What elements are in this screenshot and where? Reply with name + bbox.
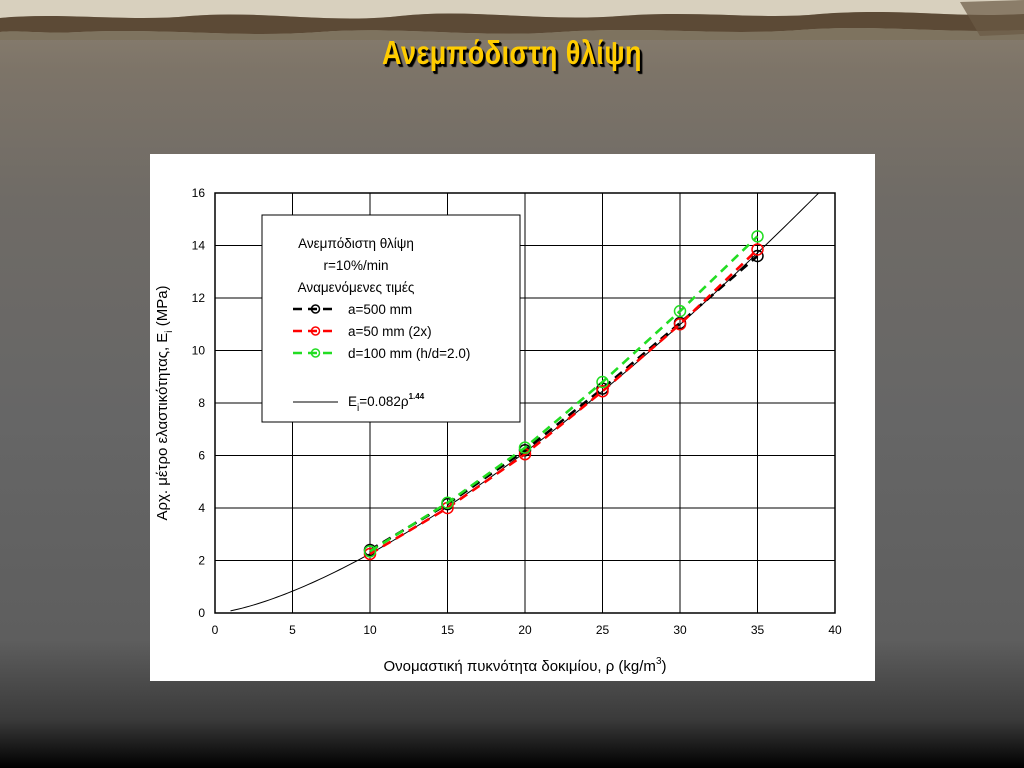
series-line (369, 248, 759, 556)
x-tick-label: 15 (441, 623, 455, 637)
legend-fit-sup: 1.44 (409, 392, 425, 401)
y-tick-label: 2 (198, 554, 205, 568)
x-tick-label: 5 (289, 623, 296, 637)
legend-fit-sub: i (357, 403, 359, 414)
y-tick-label: 16 (192, 186, 206, 200)
y-tick-label: 4 (198, 501, 205, 515)
x-tick-label: 20 (518, 623, 532, 637)
chart: 0 5 10 15 20 25 30 35 40 0 2 4 6 8 10 12 14 16 Ανεμπόδιστ… (154, 186, 842, 675)
x-axis-label-end: ) (662, 658, 667, 675)
data-point (673, 304, 687, 318)
legend-entry-label: a=50 mm (2x) (348, 324, 432, 339)
legend-title-line-1: Ανεμπόδιστη θλίψη (298, 236, 414, 251)
y-axis-label: Αρχ. μέτρο ελαστικότητας, Ei (MPa) (154, 285, 175, 520)
data-point (673, 318, 687, 331)
x-tick-label: 10 (363, 623, 377, 637)
legend-box (261, 214, 521, 423)
series-3 (363, 230, 764, 558)
x-tick-label: 40 (828, 623, 842, 637)
data-point (751, 230, 764, 243)
legend-swatch-marker (310, 326, 321, 336)
legend: Ανεμπόδιστη θλίψη r=10%/min Αναμενόμενες… (261, 214, 521, 423)
x-tick-label: 30 (673, 623, 687, 637)
legend-swatch-marker (310, 348, 321, 358)
y-tick-label: 0 (198, 606, 205, 620)
legend-title-line-2: r=10%/min (324, 258, 389, 273)
y-tick-label: 12 (192, 291, 206, 305)
x-tick-label: 0 (212, 623, 219, 637)
legend-fit-label: Ei=0.082ρ1.44 (348, 392, 425, 414)
data-point (441, 496, 454, 509)
axis-ticks: 0 5 10 15 20 25 30 35 40 0 2 4 6 8 10 12 14 16 (192, 186, 842, 637)
slide-header-banner (0, 0, 1024, 40)
chart-panel: 0 5 10 15 20 25 30 35 40 0 2 4 6 8 10 12 14 16 Ανεμπόδιστ… (150, 154, 875, 681)
y-axis-label-sub: i (164, 330, 175, 332)
y-axis-label-end: (MPa) (154, 285, 171, 330)
data-point (751, 243, 764, 256)
data-point (518, 441, 532, 454)
x-axis-label-main: Ονομαστική πυκνότητα δοκιμίου, ρ (kg/m (384, 658, 656, 675)
y-tick-label: 10 (192, 344, 206, 358)
legend-fit-mid: =0.082ρ (359, 394, 409, 409)
legend-swatch-marker (310, 304, 321, 314)
x-axis-label: Ονομαστική πυκνότητα δοκιμίου, ρ (kg/m3) (384, 656, 667, 675)
y-tick-label: 14 (192, 239, 206, 253)
legend-fit-prefix: E (348, 394, 357, 409)
x-axis-label-sup: 3 (656, 656, 662, 667)
legend-title-line-3: Αναμενόμενες τιμές (298, 280, 415, 295)
legend-entry: d=100 mm (h/d=2.0) (293, 346, 470, 361)
slide-title: Ανεμπόδιστη θλίψη (382, 34, 642, 71)
y-axis-label-main: Αρχ. μέτρο ελαστικότητας, E (154, 333, 171, 521)
series-layer (363, 230, 764, 561)
legend-entry-label: a=500 mm (348, 302, 412, 317)
legend-entry-label: d=100 mm (h/d=2.0) (348, 346, 470, 361)
series-line (369, 235, 759, 553)
legend-entry: a=500 mm (293, 302, 412, 317)
x-tick-label: 35 (751, 623, 765, 637)
x-tick-label: 25 (596, 623, 610, 637)
data-point (596, 375, 609, 389)
data-point (363, 545, 377, 558)
legend-entry: a=50 mm (2x) (293, 324, 432, 339)
data-point (596, 384, 609, 398)
y-tick-label: 8 (198, 396, 205, 410)
legend-entries: a=500 mm a=50 mm (2x) d=100 mm (h/d=2.0) (293, 302, 470, 361)
y-tick-label: 6 (198, 449, 205, 463)
